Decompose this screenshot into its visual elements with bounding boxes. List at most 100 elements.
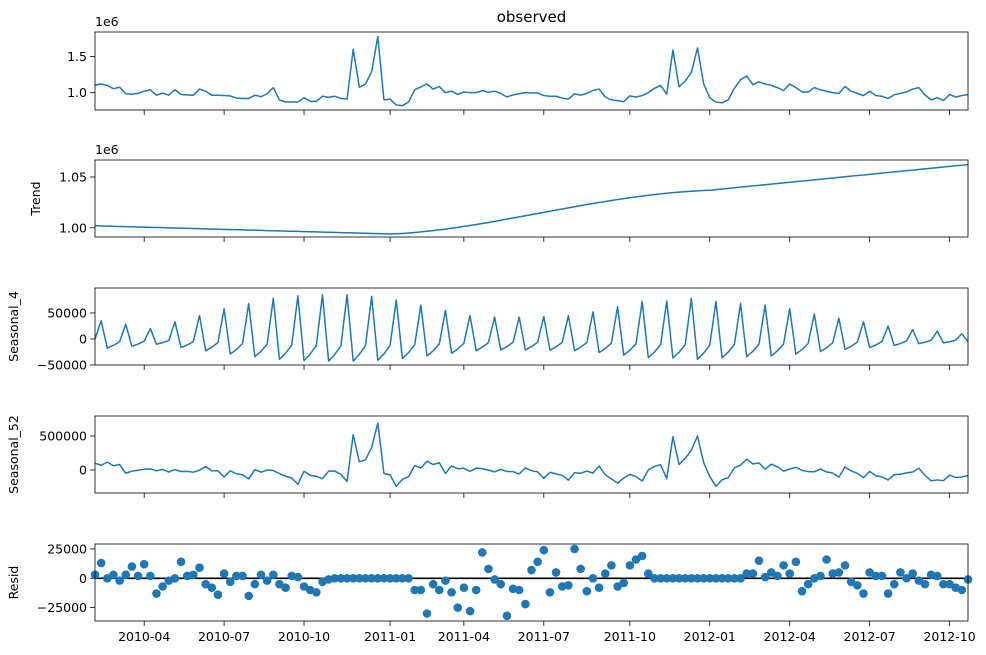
resid-point xyxy=(189,570,198,580)
axes-frame xyxy=(94,31,969,111)
resid-point xyxy=(133,571,143,581)
resid-point xyxy=(385,573,395,583)
resid-point xyxy=(791,557,801,567)
resid-point xyxy=(889,579,899,589)
resid-point xyxy=(656,573,665,583)
resid-point xyxy=(545,588,555,597)
resid-point xyxy=(225,577,235,587)
resid-point xyxy=(121,570,131,580)
y-tick-label: 0 xyxy=(79,331,87,346)
resid-point xyxy=(213,590,223,600)
resid-point xyxy=(939,579,948,589)
resid-point xyxy=(840,561,850,570)
x-tick-label: 2012-07 xyxy=(844,629,896,644)
resid-point xyxy=(521,599,530,609)
resid-point xyxy=(674,573,684,583)
resid-point xyxy=(785,569,795,578)
resid-point xyxy=(932,571,942,581)
resid-point xyxy=(717,573,727,583)
resid-point xyxy=(607,561,616,570)
resid-point xyxy=(902,573,911,583)
axis-offset: 1e6 xyxy=(95,142,119,157)
y-tick-label: −25000 xyxy=(37,600,87,615)
resid-point xyxy=(773,571,782,581)
resid-point xyxy=(834,568,844,577)
series-line xyxy=(94,422,969,488)
y-tick-label: 1.00 xyxy=(59,220,87,235)
y-tick-label: 1.5 xyxy=(67,49,87,64)
x-tick-label: 2011-01 xyxy=(364,629,416,644)
panel: Seasonal_4 −50000 0 50000 xyxy=(6,287,969,373)
resid-point xyxy=(760,572,770,582)
x-tick-label: 2011-04 xyxy=(438,629,490,644)
resid-point xyxy=(816,571,825,581)
resid-point xyxy=(502,611,512,621)
resid-point xyxy=(416,585,426,595)
resid-point xyxy=(238,571,247,581)
x-tick-label: 2012-01 xyxy=(684,629,736,644)
resid-point xyxy=(748,569,758,578)
resid-point xyxy=(908,569,917,578)
resid-point xyxy=(355,573,364,583)
x-tick-label: 2011-07 xyxy=(518,629,570,644)
x-tick-label: 2010-04 xyxy=(118,629,170,644)
resid-point xyxy=(410,585,419,595)
resid-point xyxy=(465,606,475,616)
resid-point xyxy=(96,558,106,568)
resid-point xyxy=(582,586,592,596)
y-axis-label: Seasonal_52 xyxy=(6,415,21,494)
resid-point xyxy=(668,573,678,583)
resid-point xyxy=(496,579,506,589)
resid-point xyxy=(146,571,155,581)
resid-point xyxy=(699,573,708,583)
y-axis-label: Seasonal_4 xyxy=(6,291,21,362)
resid-point xyxy=(730,573,739,583)
x-tick-label: 2010-10 xyxy=(278,629,330,644)
resid-point xyxy=(250,579,260,589)
resid-point xyxy=(336,573,346,583)
y-tick-label: 0 xyxy=(79,571,87,586)
resid-point xyxy=(736,573,745,583)
resid-point xyxy=(404,573,413,583)
resid-point xyxy=(484,564,493,574)
resid-point xyxy=(256,570,266,580)
resid-point xyxy=(293,572,303,582)
resid-point xyxy=(244,591,253,601)
resid-point xyxy=(797,586,807,596)
resid-point xyxy=(398,573,407,583)
resid-point xyxy=(361,573,370,583)
resid-point xyxy=(723,573,733,583)
y-tick-label: 50000 xyxy=(47,305,87,320)
resid-point xyxy=(687,573,696,583)
resid-point xyxy=(373,573,383,583)
panel: Resid −25000 0 25000 2010-04 2010-07 2010-10 20… xyxy=(6,541,976,644)
y-tick-label: 1.0 xyxy=(67,85,87,100)
panel-title: observed xyxy=(497,8,567,26)
resid-point xyxy=(514,585,524,595)
resid-point xyxy=(588,573,598,583)
resid-point xyxy=(594,583,604,592)
resid-point xyxy=(533,557,542,567)
resid-point xyxy=(312,588,321,597)
resid-point xyxy=(859,589,868,598)
y-tick-label: −50000 xyxy=(37,358,87,373)
resid-point xyxy=(115,576,124,585)
resid-point xyxy=(441,576,450,585)
resid-point xyxy=(367,573,376,583)
resid-point xyxy=(650,573,659,583)
resid-point xyxy=(170,573,180,583)
resid-point xyxy=(822,555,831,564)
resid-point xyxy=(551,568,561,577)
resid-point xyxy=(109,570,118,580)
resid-point xyxy=(705,573,715,583)
resid-point xyxy=(600,569,610,578)
axis-offset: 1e6 xyxy=(95,14,119,29)
x-tick-label: 2012-04 xyxy=(764,629,816,644)
resid-point xyxy=(447,588,456,597)
resid-point xyxy=(693,573,702,583)
resid-point xyxy=(779,561,788,570)
resid-point xyxy=(877,571,887,581)
resid-point xyxy=(391,573,401,583)
resid-point xyxy=(207,583,217,592)
resid-point xyxy=(803,579,813,589)
